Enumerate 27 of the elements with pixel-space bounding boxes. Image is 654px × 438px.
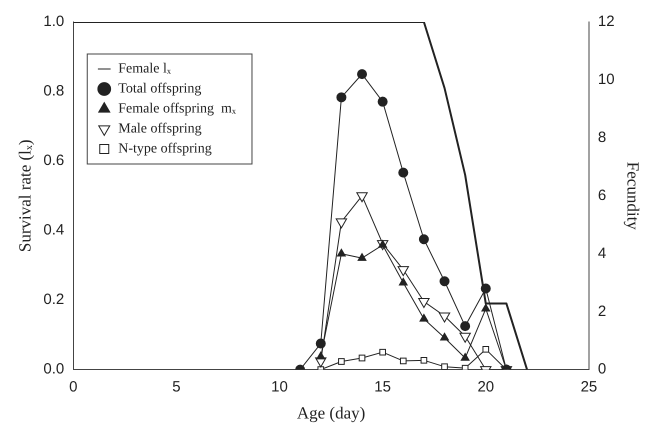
legend-label: Male offspring bbox=[118, 122, 202, 137]
x-tick-label: 5 bbox=[172, 378, 181, 396]
x-tick-label: 15 bbox=[374, 378, 391, 396]
legend-label: Female lₓ bbox=[118, 62, 172, 77]
x-tick-label: 0 bbox=[69, 378, 78, 396]
legend-label: Female offspring mₓ bbox=[118, 102, 237, 117]
y2-tick-label: 12 bbox=[598, 13, 615, 30]
y2-tick-label: 6 bbox=[598, 186, 606, 204]
y-tick-label: 0.2 bbox=[43, 291, 64, 308]
x-tick-label: 25 bbox=[580, 378, 598, 396]
y-tick-label: 0.8 bbox=[43, 82, 64, 100]
y-tick-label: 0.4 bbox=[43, 222, 64, 239]
x-tick-label: 10 bbox=[271, 378, 288, 396]
y2-axis-title: Fecundity bbox=[623, 162, 642, 230]
legend-label: Total offspring bbox=[118, 82, 202, 97]
y-tick-label: 0.6 bbox=[43, 152, 64, 170]
y2-tick-label: 10 bbox=[598, 71, 615, 88]
y2-tick-label: 8 bbox=[598, 129, 606, 146]
legend-label: N-type offspring bbox=[118, 142, 212, 157]
x-axis-title: Age (day) bbox=[296, 403, 366, 422]
y-tick-label: 1.0 bbox=[43, 13, 64, 30]
y-axis-title: Survival rate (lₓ) bbox=[16, 140, 35, 252]
y-tick-label: 0.0 bbox=[43, 360, 64, 378]
y2-tick-label: 0 bbox=[598, 360, 606, 378]
y2-tick-label: 4 bbox=[598, 244, 606, 262]
x-tick-label: 20 bbox=[477, 378, 494, 396]
y2-tick-label: 2 bbox=[598, 302, 606, 320]
